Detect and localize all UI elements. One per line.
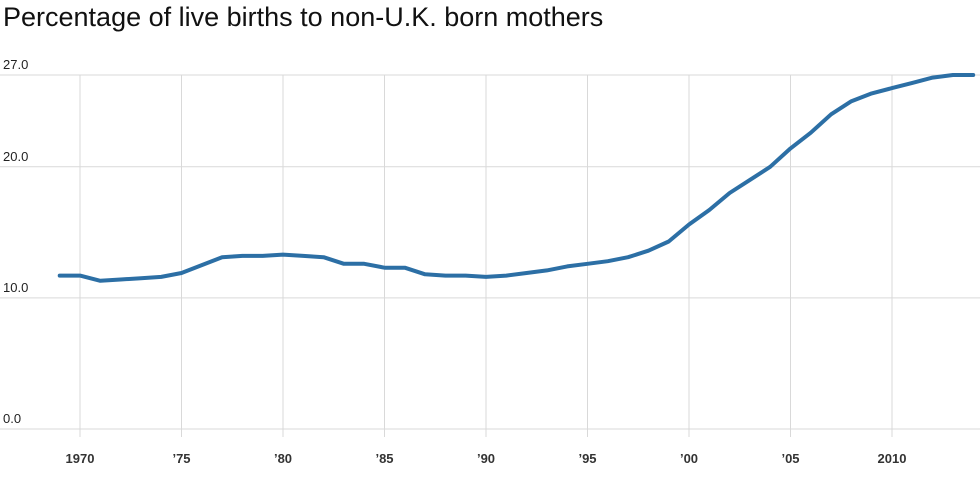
x-tick-label: ’85 <box>375 451 393 466</box>
series-layer <box>57 73 976 283</box>
x-tick-label: ’95 <box>578 451 596 466</box>
y-tick-label: 0.0 <box>3 411 21 426</box>
y-tick-label: 27.0 <box>3 57 28 72</box>
x-tick-label: 2010 <box>878 451 907 466</box>
x-tick-label: ’00 <box>680 451 698 466</box>
y-tick-label: 20.0 <box>3 149 28 164</box>
x-tick-label: ’05 <box>781 451 799 466</box>
x-tick-label: 1970 <box>66 451 95 466</box>
y-tick-label: 10.0 <box>3 280 28 295</box>
y-axis-ticks: 27.0 20.0 10.0 0.0 <box>3 57 28 426</box>
x-gridlines <box>79 75 893 437</box>
x-tick-label: ’80 <box>274 451 292 466</box>
x-tick-label: ’90 <box>477 451 495 466</box>
x-axis-ticks: 1970 ’75 ’80 ’85 ’90 ’95 ’00 ’05 2010 <box>66 451 907 466</box>
series-line <box>57 73 976 283</box>
chart-title: Percentage of live births to non-U.K. bo… <box>3 2 604 32</box>
y-gridlines <box>0 74 980 430</box>
x-tick-label: ’75 <box>172 451 190 466</box>
